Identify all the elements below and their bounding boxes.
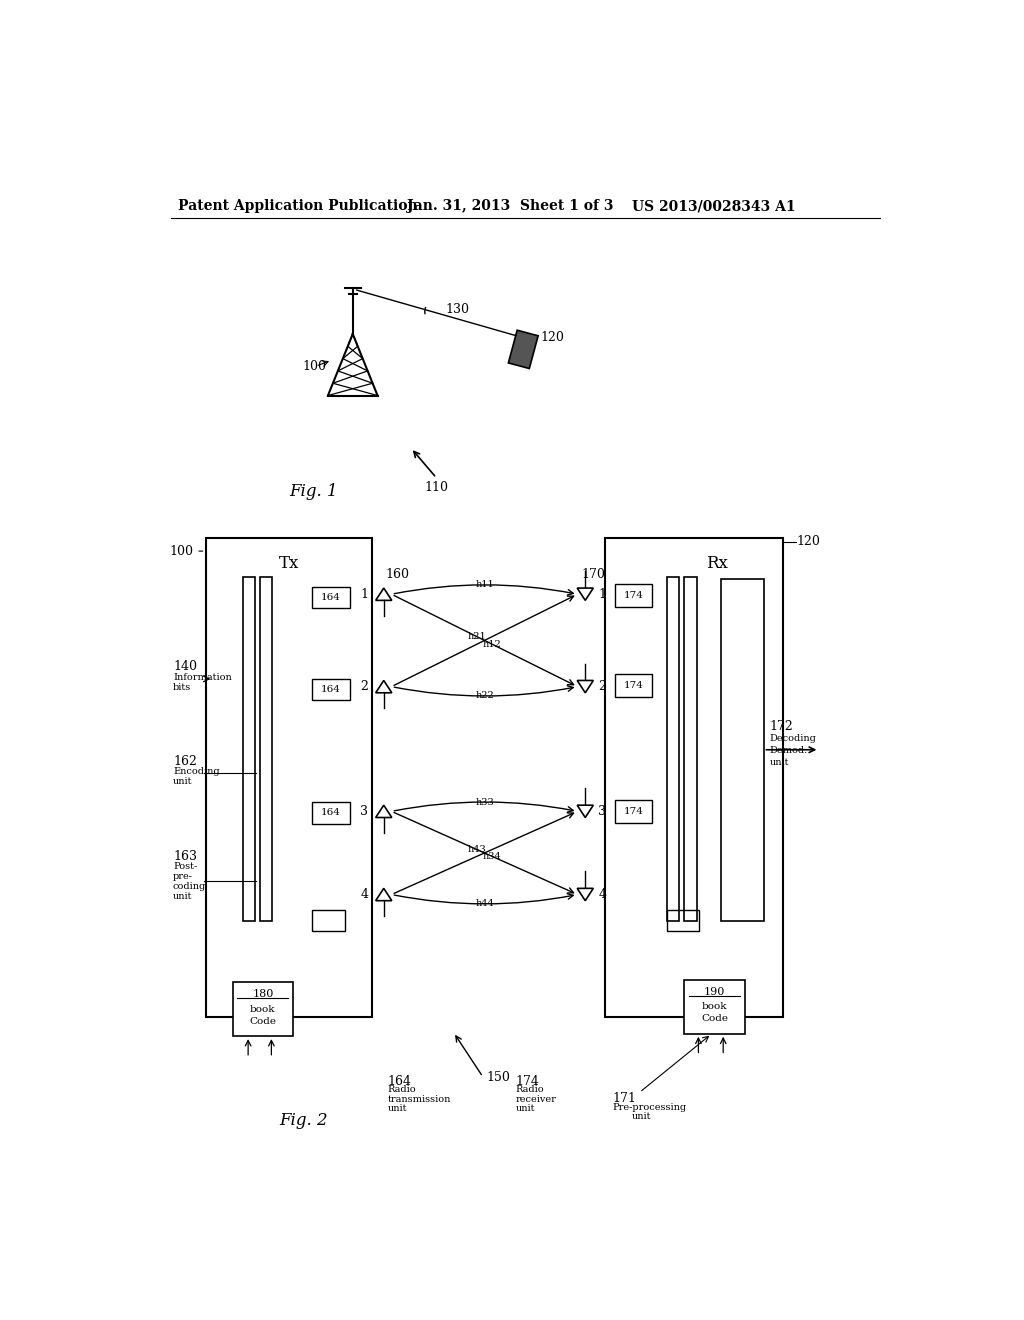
Text: 150: 150 — [486, 1071, 510, 1084]
Text: Code: Code — [250, 1016, 276, 1026]
Text: 163: 163 — [173, 850, 197, 862]
Text: Patent Application Publication: Patent Application Publication — [178, 199, 418, 213]
Text: 164: 164 — [322, 593, 341, 602]
Bar — [684, 577, 697, 921]
Text: h11: h11 — [475, 581, 494, 590]
Bar — [232, 982, 293, 1036]
Text: 3: 3 — [360, 805, 369, 818]
Text: 1: 1 — [598, 587, 606, 601]
Text: 171: 171 — [612, 1093, 636, 1105]
Text: 174: 174 — [624, 807, 643, 816]
Text: 172: 172 — [770, 721, 794, 733]
Text: Pre-processing: Pre-processing — [612, 1104, 686, 1113]
Text: h34: h34 — [483, 853, 502, 861]
Bar — [614, 585, 652, 607]
Text: h44: h44 — [475, 899, 494, 908]
Text: Fig. 2: Fig. 2 — [280, 1113, 328, 1130]
Bar — [667, 577, 679, 921]
Bar — [614, 800, 652, 822]
Text: 140: 140 — [173, 660, 197, 673]
Text: 3: 3 — [598, 805, 606, 818]
Text: 100: 100 — [170, 545, 194, 557]
Text: 1: 1 — [360, 587, 369, 601]
Text: 162: 162 — [173, 755, 197, 768]
Text: unit: unit — [388, 1104, 408, 1113]
Text: 120: 120 — [796, 536, 820, 548]
Text: Radio: Radio — [515, 1085, 544, 1094]
Text: Jan. 31, 2013  Sheet 1 of 3: Jan. 31, 2013 Sheet 1 of 3 — [407, 199, 613, 213]
Bar — [614, 675, 652, 697]
Text: coding: coding — [173, 882, 206, 891]
Text: h43: h43 — [467, 845, 486, 854]
Text: book: book — [250, 1005, 275, 1014]
Text: Rx: Rx — [707, 554, 728, 572]
Polygon shape — [508, 330, 539, 368]
Text: unit: unit — [632, 1113, 651, 1122]
Text: Code: Code — [701, 1014, 728, 1023]
Text: Radio: Radio — [388, 1085, 416, 1094]
Bar — [604, 539, 783, 1016]
Bar — [684, 979, 744, 1034]
Text: book: book — [701, 1002, 727, 1011]
Text: 164: 164 — [322, 685, 341, 694]
Text: 2: 2 — [598, 680, 606, 693]
Bar — [667, 909, 699, 932]
Text: 4: 4 — [360, 888, 369, 902]
Text: 190: 190 — [703, 987, 725, 997]
Bar — [206, 539, 372, 1016]
Text: 174: 174 — [624, 591, 643, 601]
Text: 164: 164 — [388, 1074, 412, 1088]
Text: Encoding: Encoding — [173, 767, 219, 776]
Text: unit: unit — [173, 892, 193, 902]
Text: Information: Information — [173, 673, 231, 682]
Text: Tx: Tx — [279, 554, 299, 572]
Text: US 2013/0028343 A1: US 2013/0028343 A1 — [632, 199, 796, 213]
Text: Fig. 1: Fig. 1 — [289, 483, 338, 499]
Text: 130: 130 — [445, 302, 470, 315]
Text: 110: 110 — [425, 482, 449, 495]
Text: unit: unit — [770, 758, 790, 767]
Text: 160: 160 — [385, 568, 410, 581]
Text: Demod.: Demod. — [770, 746, 808, 755]
Text: transmission: transmission — [388, 1094, 451, 1104]
Text: h21: h21 — [467, 632, 486, 642]
Bar — [312, 678, 349, 701]
Bar — [312, 586, 349, 609]
Text: 164: 164 — [322, 808, 341, 817]
Text: 170: 170 — [582, 568, 605, 581]
Bar — [243, 577, 255, 921]
Text: h33: h33 — [475, 797, 494, 807]
Text: h22: h22 — [475, 692, 494, 701]
Text: 174: 174 — [515, 1074, 540, 1088]
Bar — [260, 577, 272, 921]
Text: 174: 174 — [624, 681, 643, 690]
Text: 2: 2 — [360, 680, 369, 693]
Bar — [721, 579, 764, 921]
Text: unit: unit — [515, 1104, 535, 1113]
Bar — [312, 909, 345, 932]
Text: 180: 180 — [252, 989, 273, 999]
Bar — [312, 803, 349, 824]
Text: 100: 100 — [302, 360, 327, 372]
Text: Post-: Post- — [173, 862, 198, 871]
Text: unit: unit — [173, 777, 193, 785]
Text: pre-: pre- — [173, 873, 193, 882]
Text: Decoding: Decoding — [770, 734, 816, 743]
Text: bits: bits — [173, 682, 191, 692]
Text: h12: h12 — [483, 640, 502, 648]
Text: 4: 4 — [598, 888, 606, 902]
Text: 120: 120 — [541, 331, 564, 345]
Text: receiver: receiver — [515, 1094, 556, 1104]
